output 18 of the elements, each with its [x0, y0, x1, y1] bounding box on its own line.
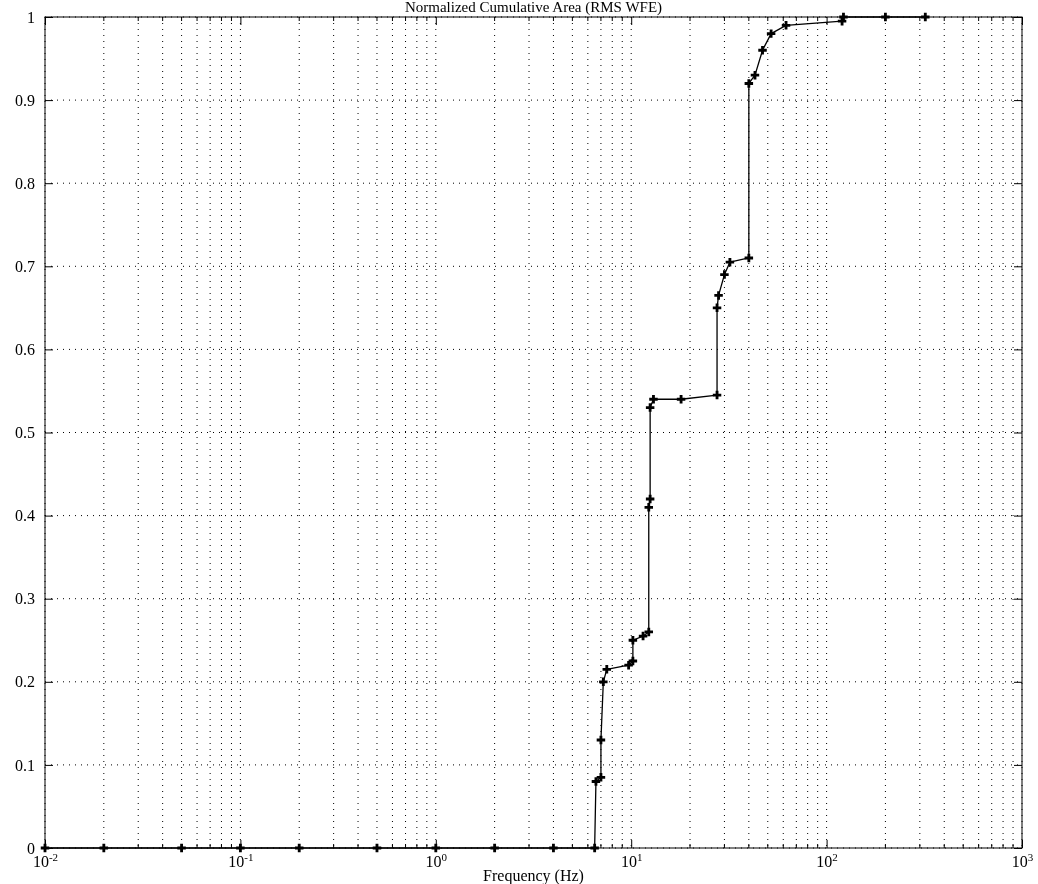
- y-tick-label: 0.2: [15, 673, 35, 691]
- y-tick-label: 0.9: [15, 91, 35, 109]
- x-tick-label: 10$^{3}$: [1011, 851, 1034, 871]
- y-tick-label: 0.6: [15, 341, 35, 359]
- x-tick-label: 10$^{-1}$: [228, 851, 254, 871]
- y-tick-label: 0.3: [15, 590, 35, 608]
- x-tick-label: 10$^{1}$: [620, 851, 643, 871]
- y-tick-label: 0.8: [15, 174, 35, 192]
- y-tick-label: 0: [27, 839, 35, 857]
- y-tick-label: 0.1: [15, 756, 35, 774]
- y-tick-label: 0.4: [15, 507, 35, 525]
- y-tick-label: 0.5: [15, 424, 35, 442]
- y-tick-label: 1: [27, 8, 35, 26]
- chart-title: Normalized Cumulative Area (RMS WFE): [404, 0, 663, 16]
- x-tick-label: 10$^{2}$: [816, 851, 838, 871]
- y-tick-label: 0.7: [15, 257, 35, 275]
- x-tick-label: 10$^{0}$: [425, 851, 448, 871]
- x-axis-title: Frequency (Hz): [483, 867, 584, 884]
